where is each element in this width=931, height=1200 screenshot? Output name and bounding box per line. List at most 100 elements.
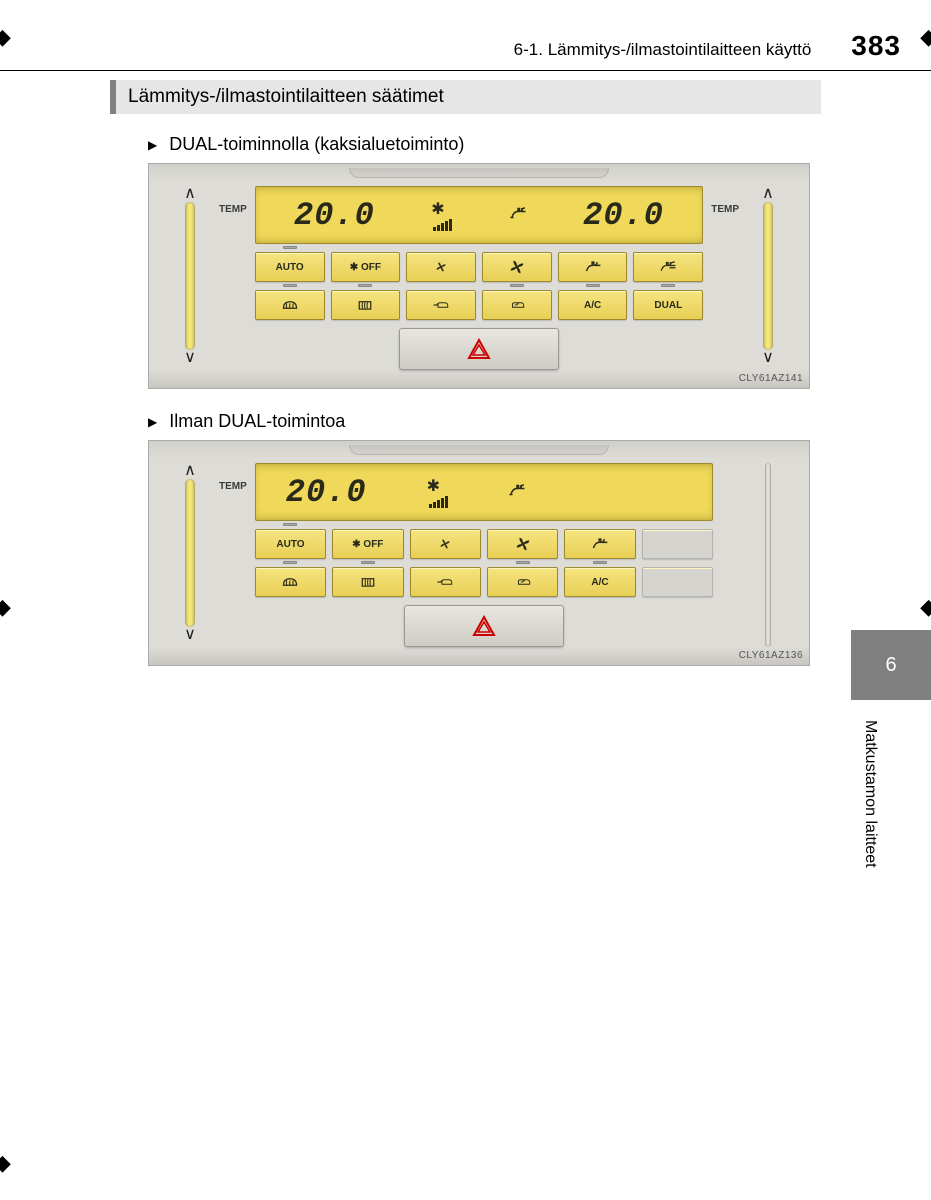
airflow-mode-icon <box>509 206 527 225</box>
chapter-side-label: Matkustamon laitteet <box>861 720 879 868</box>
fan-down-button <box>410 529 481 559</box>
climate-panel-figure-dual: ∧ ∨ TEMP 20.0 ✱ 20.0 AUT <box>148 163 810 389</box>
fan-speed-icon: ✱ <box>431 199 452 231</box>
hazard-button <box>399 328 559 370</box>
auto-button: AUTO <box>255 529 326 559</box>
button-row-2: A/C DUAL <box>255 290 703 320</box>
section-number: 6-1. Lämmitys-/ilmastointilaitteen käytt… <box>514 40 812 60</box>
airflow-icon <box>584 260 602 274</box>
triangle-bullet-icon: ▶ <box>148 138 157 152</box>
temp-bar-left <box>185 479 195 627</box>
front-defrost-button <box>255 290 325 320</box>
rear-defrost-button <box>332 567 403 597</box>
chapter-number: 6 <box>885 654 896 677</box>
label: ✱ OFF <box>352 539 383 550</box>
car-fresh-icon <box>436 575 454 589</box>
mode-button <box>564 529 635 559</box>
label: AUTO <box>276 262 304 273</box>
lcd-temp-right: 20.0 <box>583 197 664 234</box>
blank-button <box>642 567 713 597</box>
section-title-text: Lämmitys-/ilmastointilaitteen käyttö <box>548 40 812 59</box>
blank-button <box>642 529 713 559</box>
figure-code: CLY61AZ141 <box>739 373 803 384</box>
page-header: 6-1. Lämmitys-/ilmastointilaitteen käytt… <box>0 30 931 71</box>
lcd-display: 20.0 ✱ <box>255 463 713 521</box>
recirc-button <box>487 567 558 597</box>
button-row-2: A/C <box>255 567 713 597</box>
caption-text: Ilman DUAL-toimintoa <box>169 411 345 432</box>
panel-slit-icon <box>349 445 609 455</box>
airflow-mode-icon <box>508 483 526 502</box>
section-heading: Lämmitys-/ilmastointilaitteen säätimet <box>110 80 821 114</box>
front-defrost-icon <box>281 575 299 589</box>
arrow-down-icon: ∨ <box>184 350 196 366</box>
crop-mark-icon: ◆ <box>0 594 11 620</box>
inactive-bar <box>765 463 771 647</box>
mode-button <box>558 252 628 282</box>
fan-large-icon <box>508 260 526 274</box>
temp-label-right: TEMP <box>709 204 739 215</box>
auto-button: AUTO <box>255 252 325 282</box>
caption-text: DUAL-toiminnolla (kaksialuetoiminto) <box>169 134 464 155</box>
temp-bar-right <box>763 202 773 350</box>
label: A/C <box>591 577 608 588</box>
temp-label-left: TEMP <box>219 481 249 492</box>
rear-defrost-icon <box>356 298 374 312</box>
rear-defrost-button <box>331 290 401 320</box>
fresh-air-button <box>410 567 481 597</box>
label: DUAL <box>654 300 682 311</box>
car-recirc-icon <box>508 298 526 312</box>
airflow-icon <box>591 537 609 551</box>
crop-mark-icon: ◆ <box>0 1150 11 1176</box>
fan-small-icon <box>436 537 454 551</box>
lcd-temp-left: 20.0 <box>286 474 367 511</box>
rear-defrost-icon <box>359 575 377 589</box>
fresh-air-button <box>406 290 476 320</box>
lcd-display: 20.0 ✱ 20.0 <box>255 186 703 244</box>
arrow-up-icon: ∧ <box>184 186 196 202</box>
temp-slider-right: ∧ ∨ <box>745 186 791 370</box>
lcd-temp-left: 20.0 <box>294 197 375 234</box>
ac-button: A/C <box>564 567 635 597</box>
figure-code: CLY61AZ136 <box>739 650 803 661</box>
front-defrost-icon <box>281 298 299 312</box>
ac-button: A/C <box>558 290 628 320</box>
inactive-slider-right <box>745 463 791 647</box>
hazard-triangle-icon <box>467 338 491 360</box>
off-button: ✱ OFF <box>331 252 401 282</box>
dual-button: DUAL <box>633 290 703 320</box>
figure-caption: ▶ Ilman DUAL-toimintoa <box>110 403 821 440</box>
fan-small-icon <box>432 260 450 274</box>
front-defrost-button <box>255 567 326 597</box>
button-row-1: AUTO ✱ OFF <box>255 529 713 559</box>
arrow-down-icon: ∨ <box>184 627 196 643</box>
panel-slit-icon <box>349 168 609 178</box>
fan-large-icon <box>514 537 532 551</box>
recirc-button <box>482 290 552 320</box>
label: AUTO <box>276 539 304 550</box>
temp-slider-left: ∧ ∨ <box>167 186 213 370</box>
car-fresh-icon <box>432 298 450 312</box>
page-number: 383 <box>851 30 901 62</box>
mode-strong-button <box>633 252 703 282</box>
fan-speed-icon: ✱ <box>427 476 448 508</box>
label: A/C <box>584 300 601 311</box>
section-number-text: 6-1. <box>514 40 543 59</box>
label: ✱ OFF <box>350 262 381 273</box>
arrow-up-icon: ∧ <box>184 463 196 479</box>
arrow-down-icon: ∨ <box>762 350 774 366</box>
arrow-up-icon: ∧ <box>762 186 774 202</box>
button-row-1: AUTO ✱ OFF <box>255 252 703 282</box>
temp-bar-left <box>185 202 195 350</box>
climate-panel-figure-single: ∧ ∨ TEMP 20.0 ✱ AUTO ✱ OFF <box>148 440 810 666</box>
fan-down-button <box>406 252 476 282</box>
crop-mark-icon: ◆ <box>920 594 931 620</box>
off-button: ✱ OFF <box>332 529 403 559</box>
temp-slider-left: ∧ ∨ <box>167 463 213 647</box>
temp-label-left: TEMP <box>219 204 249 215</box>
car-recirc-icon <box>514 575 532 589</box>
chapter-tab: 6 <box>851 630 931 700</box>
fan-up-button <box>482 252 552 282</box>
figure-caption: ▶ DUAL-toiminnolla (kaksialuetoiminto) <box>110 126 821 163</box>
fan-up-button <box>487 529 558 559</box>
